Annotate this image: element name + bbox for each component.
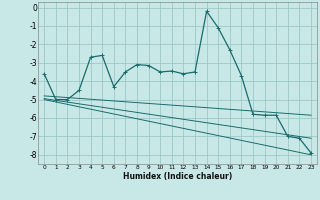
X-axis label: Humidex (Indice chaleur): Humidex (Indice chaleur) xyxy=(123,172,232,181)
